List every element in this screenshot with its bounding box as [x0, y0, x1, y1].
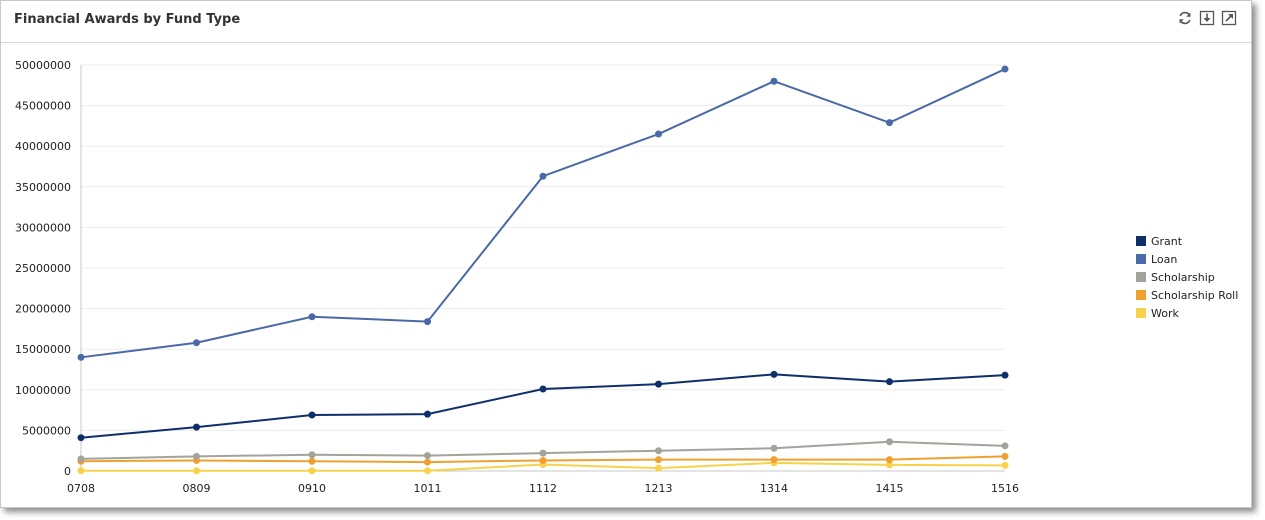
data-point — [308, 411, 316, 419]
data-point — [193, 339, 200, 347]
chart-legend: Grant Loan Scholarship Scholarship Roll Work — [1136, 232, 1238, 322]
y-tick-label: 45000000 — [15, 100, 71, 113]
data-point — [193, 452, 200, 460]
data-point — [886, 456, 893, 464]
data-point — [770, 456, 778, 464]
data-point — [655, 447, 662, 455]
legend-item-scholarship[interactable]: Scholarship — [1136, 268, 1238, 286]
x-tick-label: 1314 — [760, 482, 788, 495]
y-tick-label: 15000000 — [15, 343, 71, 356]
data-point — [1001, 461, 1009, 469]
x-tick-label: 0708 — [67, 482, 95, 495]
data-point — [424, 410, 431, 418]
legend-swatch — [1136, 290, 1146, 300]
data-point — [424, 458, 431, 466]
data-point — [886, 378, 893, 386]
legend-swatch — [1136, 254, 1146, 264]
data-point — [1001, 442, 1009, 450]
chart-panel: Financial Awards by Fund Type 0 5000000 10… — [0, 0, 1252, 508]
legend-label: Scholarship Roll — [1151, 288, 1239, 302]
data-point — [539, 449, 547, 457]
x-tick-label: 1112 — [529, 482, 557, 495]
data-point — [193, 423, 200, 431]
legend-label: Loan — [1151, 252, 1178, 266]
panel-toolbar — [1177, 10, 1237, 26]
data-point — [655, 456, 662, 464]
popout-icon[interactable] — [1221, 10, 1237, 26]
data-point — [193, 467, 200, 475]
x-tick-label: 1011 — [414, 482, 442, 495]
legend-label: Grant — [1151, 234, 1183, 248]
series-line-grant — [80, 373, 1006, 439]
download-icon[interactable] — [1199, 10, 1215, 26]
legend-item-grant[interactable]: Grant — [1136, 232, 1238, 250]
data-point — [77, 467, 85, 475]
data-point — [1001, 371, 1009, 379]
x-tick-label: 1516 — [991, 482, 1019, 495]
data-point — [77, 434, 85, 442]
x-tick-label: 1415 — [876, 482, 904, 495]
y-tick-label: 50000000 — [15, 59, 71, 72]
y-tick-label: 25000000 — [15, 262, 71, 275]
x-tick-label: 1213 — [645, 482, 673, 495]
data-point — [770, 370, 778, 378]
data-point — [308, 313, 316, 321]
data-point — [886, 438, 893, 446]
data-point — [770, 444, 778, 452]
legend-swatch — [1136, 236, 1146, 246]
data-point — [539, 456, 547, 464]
y-tick-label: 30000000 — [15, 221, 71, 234]
data-point — [655, 130, 662, 138]
legend-label: Work — [1151, 306, 1179, 320]
legend-item-work[interactable]: Work — [1136, 304, 1238, 322]
data-point — [770, 77, 778, 85]
y-tick-label: 5000000 — [22, 424, 71, 437]
data-point — [308, 457, 316, 465]
data-point — [77, 455, 85, 463]
x-tick-label: 0809 — [183, 482, 211, 495]
data-point — [77, 353, 85, 361]
y-tick-label: 10000000 — [15, 384, 71, 397]
y-tick-label: 0 — [64, 465, 71, 478]
line-chart: 0 5000000 10000000 15000000 20000000 25000000… — [15, 59, 1019, 495]
data-point — [886, 119, 893, 127]
series-line-loan — [80, 68, 1006, 359]
y-tick-label: 35000000 — [15, 181, 71, 194]
data-point — [424, 318, 431, 326]
data-point — [539, 172, 547, 180]
data-point — [424, 467, 431, 475]
data-point — [1001, 452, 1009, 460]
data-point — [308, 467, 316, 475]
y-tick-label: 20000000 — [15, 303, 71, 316]
legend-label: Scholarship — [1151, 270, 1215, 284]
data-point — [308, 451, 316, 459]
data-point — [1001, 65, 1009, 73]
x-tick-label: 0910 — [298, 482, 326, 495]
data-point — [539, 385, 547, 393]
legend-swatch — [1136, 308, 1146, 318]
y-tick-label: 40000000 — [15, 140, 71, 153]
data-point — [655, 380, 662, 388]
data-point — [886, 461, 893, 469]
data-point — [424, 452, 431, 460]
refresh-icon[interactable] — [1177, 10, 1193, 26]
panel-title: Financial Awards by Fund Type — [14, 12, 241, 27]
legend-item-scholarship-roll[interactable]: Scholarship Roll — [1136, 286, 1238, 304]
data-point — [655, 464, 662, 472]
panel-header: Financial Awards by Fund Type — [1, 1, 1251, 43]
legend-swatch — [1136, 272, 1146, 282]
legend-item-loan[interactable]: Loan — [1136, 250, 1238, 268]
